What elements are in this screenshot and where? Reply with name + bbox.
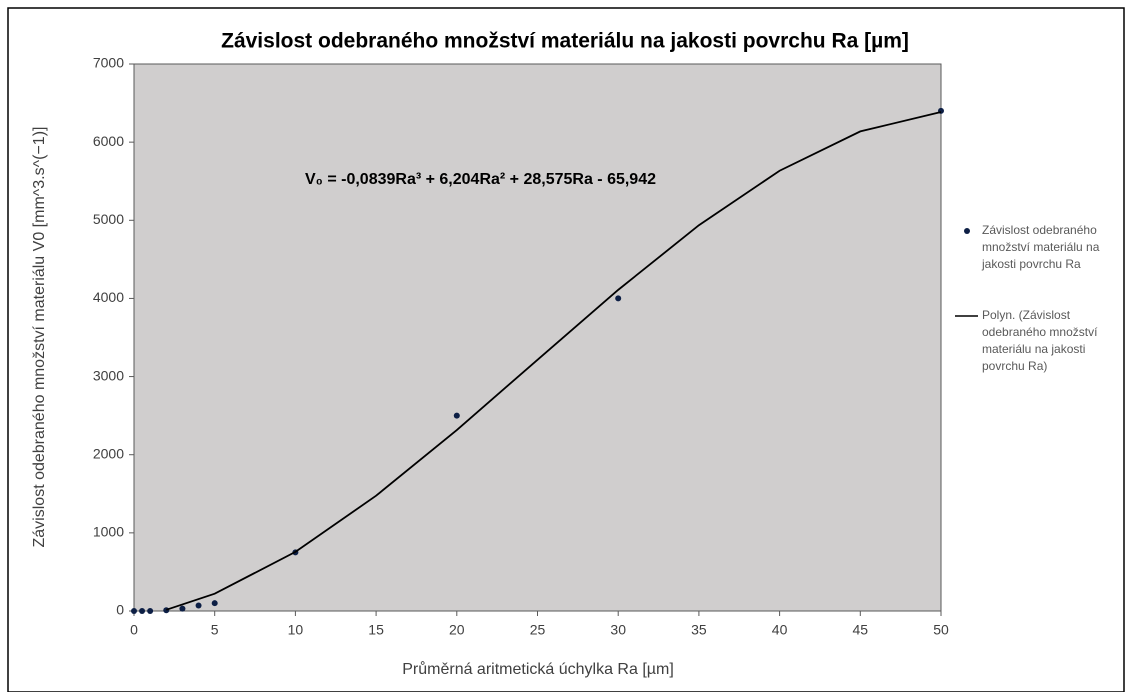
y-tick-label: 0: [116, 602, 124, 618]
x-tick-label: 50: [933, 622, 949, 638]
point: [453, 412, 460, 419]
legend-entry: Závislost odebraného množství materiálu …: [982, 223, 1100, 271]
plot-area: [133, 63, 942, 612]
point: [139, 608, 146, 614]
y-tick-label: 3000: [93, 367, 124, 383]
point: [131, 608, 137, 614]
point: [163, 607, 170, 614]
x-axis-label: Průměrná aritmetická úchylka Ra [µm]: [402, 660, 674, 678]
point: [195, 602, 202, 609]
x-tick-label: 10: [288, 622, 304, 638]
x-tick-label: 35: [691, 622, 707, 638]
y-tick-label: 4000: [93, 289, 124, 305]
point: [211, 600, 218, 607]
y-tick-label: 2000: [93, 445, 124, 461]
x-tick-label: 45: [853, 622, 869, 638]
x-tick-label: 15: [368, 622, 384, 638]
y-tick-label: 6000: [93, 133, 124, 149]
x-tick-label: 20: [449, 622, 465, 638]
y-axis-label: Závislost odebraného množství materiálu …: [31, 127, 48, 548]
x-tick-label: 40: [772, 622, 788, 638]
legend-symbol: [964, 228, 970, 234]
trendline: [165, 111, 942, 611]
point: [615, 295, 622, 302]
equation: V₀ = -0,0839Ra³ + 6,204Ra² + 28,575Ra - …: [305, 171, 656, 188]
point: [179, 605, 186, 612]
x-tick-label: 30: [610, 622, 626, 638]
x-tick-label: 25: [530, 622, 546, 638]
chart-title: Závislost odebraného množství materiálu …: [221, 30, 909, 53]
x-tick-label: 5: [211, 622, 219, 638]
legend-entry: Polyn. (Závislost odebraného množství ma…: [982, 308, 1098, 373]
point: [147, 608, 154, 614]
y-tick-label: 7000: [93, 55, 124, 71]
x-tick-label: 0: [130, 622, 138, 638]
y-tick-label: 1000: [93, 524, 124, 540]
y-tick-label: 5000: [93, 211, 124, 227]
